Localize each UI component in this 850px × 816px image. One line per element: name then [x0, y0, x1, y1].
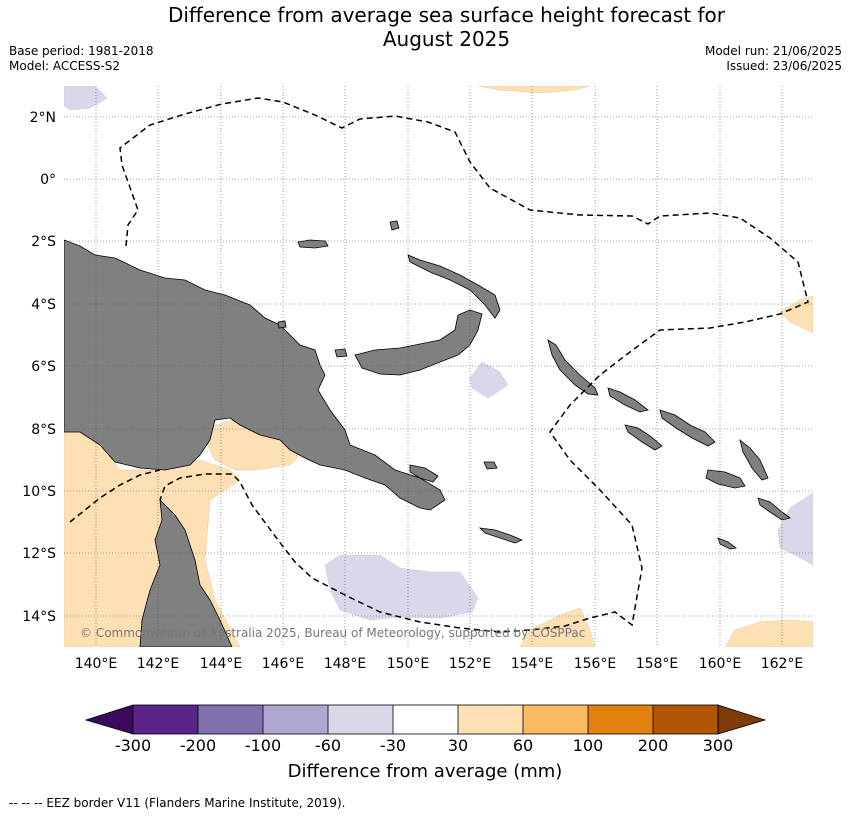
lon-tick-150e: 150°E — [387, 656, 430, 672]
colorbar-swatch-4 — [328, 705, 393, 734]
land-cape-york — [139, 498, 233, 647]
lat-tick-10s: 10°S — [22, 484, 56, 500]
land-makira — [757, 497, 791, 521]
meta-right: Model run: 21/06/2025 Issued: 23/06/2025 — [705, 44, 842, 74]
lon-tick-152e: 152°E — [449, 656, 492, 672]
land-bougainville — [547, 339, 599, 396]
graticule — [64, 86, 813, 647]
colorbar-label-300: 300 — [703, 736, 734, 755]
title-line-2: August 2025 — [382, 27, 511, 51]
eez-border — [69, 97, 809, 633]
colorbar-swatch-3 — [263, 705, 328, 734]
lon-tick-142e: 142°E — [137, 656, 180, 672]
map-title: Difference from average sea surface heig… — [0, 3, 850, 51]
land-manus — [297, 239, 329, 249]
colorbar-dividers — [132, 704, 719, 735]
lon-tick-labels: 140°E 142°E 144°E 146°E 148°E 150°E 152°… — [75, 656, 804, 672]
anomaly-area-southeast — [724, 619, 813, 647]
lat-tick-2s: 2°S — [31, 234, 56, 250]
colorbar-label-60: 60 — [513, 736, 533, 755]
lat-tick-14s: 14°S — [22, 609, 56, 625]
land-small-islands — [277, 220, 498, 470]
land-guadalcanal — [705, 469, 746, 489]
lat-tick-labels: 2°N 0° 2°S 4°S 6°S 8°S 10°S 12°S 14°S — [22, 110, 56, 625]
colorbar-label-m200: -200 — [180, 736, 216, 755]
lat-tick-6s: 6°S — [31, 359, 56, 375]
colorbar-label-m100: -100 — [245, 736, 281, 755]
anomaly-area-top-centre — [477, 86, 591, 94]
land-new-guinea — [64, 239, 446, 511]
colorbar-swatch-2 — [198, 705, 263, 734]
anomaly-area-vanuatu — [777, 492, 813, 566]
land-santa-isabel — [659, 409, 716, 447]
lat-tick-12s: 12°S — [22, 546, 56, 562]
anomaly-area-solomon-sea — [469, 361, 509, 399]
colorbar-swatch-7 — [523, 705, 588, 734]
colorbar-label-m300: -300 — [115, 736, 151, 755]
colorbar-title: Difference from average (mm) — [287, 761, 563, 782]
colorbar-label-100: 100 — [573, 736, 604, 755]
colorbar-label-200: 200 — [638, 736, 669, 755]
colorbar-label-m30: -30 — [380, 736, 406, 755]
colorbar-labels: -300 -200 -100 -60 -30 30 60 100 200 300 — [115, 736, 733, 755]
issued-date: Issued: 23/06/2025 — [726, 59, 842, 73]
lon-tick-162e: 162°E — [761, 656, 804, 672]
title-line-1: Difference from average sea surface heig… — [167, 3, 726, 27]
anomaly-area-east — [779, 295, 813, 334]
colorbar-over-arrow — [717, 704, 767, 735]
lon-tick-140e: 140°E — [75, 656, 118, 672]
land-new-ireland — [407, 254, 501, 319]
eez-australia-segment — [69, 469, 161, 523]
colorbar-outline — [132, 704, 719, 735]
land-masses — [64, 220, 791, 647]
colorbar-swatch-6 — [458, 705, 523, 734]
eez-footer-note: -- -- -- EEZ border V11 (Flanders Marine… — [9, 796, 346, 810]
land-d-entrecasteaux — [409, 464, 439, 483]
model-name: Model: ACCESS-S2 — [9, 59, 121, 73]
lon-tick-158e: 158°E — [636, 656, 679, 672]
colorbar-label-30: 30 — [448, 736, 468, 755]
lon-tick-156e: 156°E — [574, 656, 617, 672]
land-new-britain — [354, 309, 483, 376]
map-plot: © Commonwealth of Australia 2025, Bureau… — [64, 86, 813, 647]
colorbar-swatch-9 — [653, 705, 718, 734]
land-rennell — [717, 537, 737, 550]
model-run: Model run: 21/06/2025 — [704, 44, 842, 58]
lat-tick-4s: 4°S — [31, 297, 56, 313]
colorbar-label-m60: -60 — [315, 736, 341, 755]
copyright-text: © Commonwealth of Australia 2025, Bureau… — [80, 626, 585, 640]
lon-tick-146e: 146°E — [262, 656, 305, 672]
land-louisiade — [478, 527, 524, 544]
colorbar-swatch-1 — [133, 705, 198, 734]
lon-tick-148e: 148°E — [324, 656, 367, 672]
lon-tick-154e: 154°E — [511, 656, 554, 672]
colorbar: -300 -200 -100 -60 -30 30 60 100 200 300 — [84, 704, 767, 755]
land-choiseul — [607, 387, 649, 413]
land-malaita — [739, 438, 769, 481]
lat-tick-8s: 8°S — [31, 422, 56, 438]
lon-tick-144e: 144°E — [200, 656, 243, 672]
colorbar-under-arrow — [84, 704, 134, 735]
lon-tick-160e: 160°E — [699, 656, 742, 672]
lat-tick-2n: 2°N — [30, 110, 56, 126]
lat-tick-0: 0° — [40, 172, 56, 188]
land-new-georgia — [624, 424, 663, 451]
colorbar-swatch-8 — [588, 705, 653, 734]
colorbar-swatch-5 — [393, 705, 458, 734]
meta-left: Base period: 1981-2018 Model: ACCESS-S2 — [9, 44, 154, 74]
base-period: Base period: 1981-2018 — [9, 44, 154, 58]
